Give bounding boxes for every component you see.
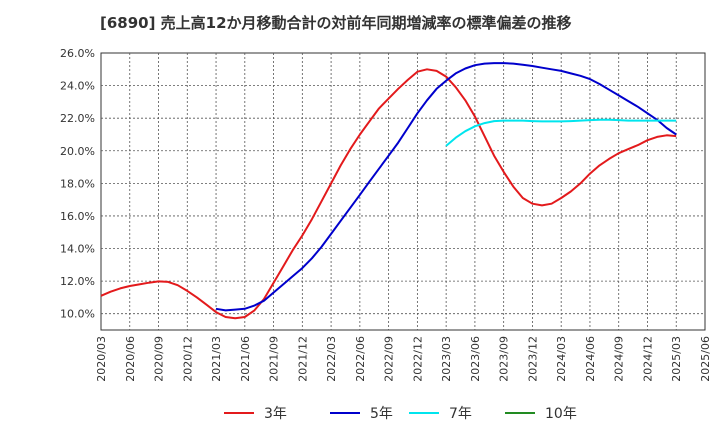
- x-tick-label: 2020/06: [124, 336, 137, 382]
- x-tick-label: 2022/06: [354, 336, 367, 382]
- x-tick-label: 2021/12: [296, 336, 309, 382]
- x-tick-label: 2022/03: [325, 336, 338, 382]
- legend-label: 5年: [370, 406, 393, 422]
- x-tick-label: 2023/09: [498, 336, 511, 382]
- x-tick-label: 2024/03: [555, 336, 568, 382]
- x-tick-label: 2020/03: [95, 336, 108, 382]
- x-tick-label: 2024/09: [613, 336, 626, 382]
- x-tick-label: 2023/03: [440, 336, 453, 382]
- y-tick-label: 12.0%: [60, 275, 95, 288]
- x-tick-label: 2020/09: [153, 336, 166, 382]
- x-tick-label: 2025/06: [699, 336, 712, 382]
- x-tick-label: 2023/06: [469, 336, 482, 382]
- x-tick-label: 2024/12: [641, 336, 654, 382]
- x-tick-label: 2021/03: [210, 336, 223, 382]
- y-tick-label: 10.0%: [60, 308, 95, 321]
- series-line: [100, 68, 677, 320]
- y-tick-label: 16.0%: [60, 210, 95, 223]
- series-line: [445, 118, 677, 147]
- series-line: [215, 62, 677, 312]
- x-tick-label: 2020/12: [181, 336, 194, 382]
- x-tick-label: 2021/09: [268, 336, 281, 382]
- plot-area: [100, 52, 706, 331]
- x-tick-label: 2025/03: [670, 336, 683, 382]
- x-tick-label: 2023/12: [526, 336, 539, 382]
- legend-label: 10年: [545, 406, 577, 422]
- x-tick-label: 2021/06: [239, 336, 252, 382]
- y-tick-label: 24.0%: [60, 80, 95, 93]
- y-tick-label: 26.0%: [60, 47, 95, 60]
- y-tick-label: 22.0%: [60, 112, 95, 125]
- legend-label: 3年: [264, 406, 287, 422]
- legend-label: 7年: [449, 406, 472, 422]
- y-tick-label: 18.0%: [60, 177, 95, 190]
- y-tick-label: 20.0%: [60, 145, 95, 158]
- x-tick-label: 2022/09: [383, 336, 396, 382]
- y-tick-label: 14.0%: [60, 243, 95, 256]
- x-tick-label: 2022/12: [411, 336, 424, 382]
- x-tick-label: 2024/06: [584, 336, 597, 382]
- chart-title: [6890] 売上高12か月移動合計の対前年同期増減率の標準偏差の推移: [100, 14, 572, 32]
